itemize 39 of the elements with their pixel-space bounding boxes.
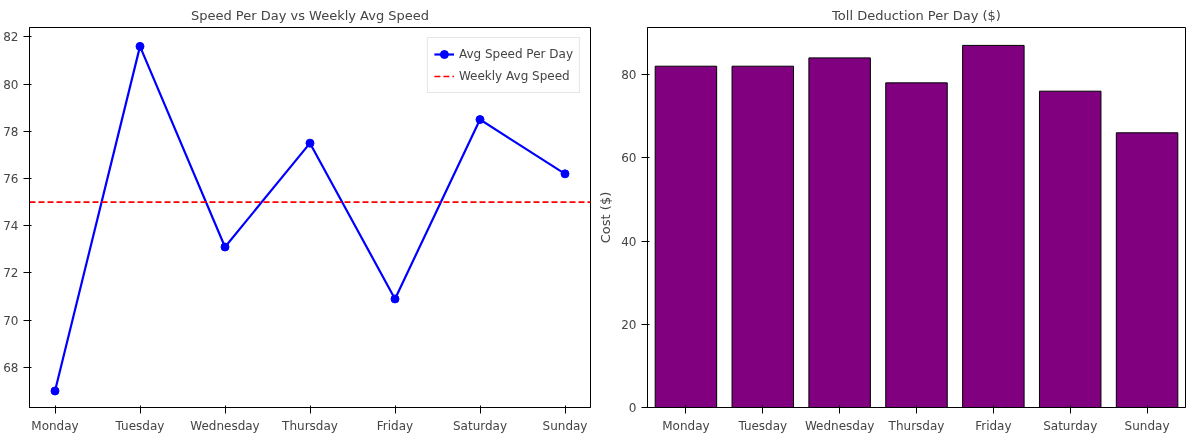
x-tick-label: Friday	[376, 418, 414, 433]
y-axis-title: Cost ($)	[598, 191, 614, 244]
y-tick-label: 72	[3, 266, 19, 281]
point	[220, 242, 230, 252]
chart-title: Speed Per Day vs Weekly Avg Speed	[190, 7, 430, 23]
x-tick-label: Tuesday	[737, 418, 788, 433]
x-tick-label: Wednesday	[190, 418, 260, 433]
x-tick-label: Tuesday	[114, 418, 165, 433]
legend-label: Avg Speed Per Day	[458, 47, 573, 61]
y-tick-label: 76	[3, 172, 19, 187]
point	[390, 294, 400, 304]
y-tick-label: 80	[3, 77, 19, 92]
x-tick-label: Sunday	[542, 418, 588, 433]
y-tick-label: 78	[3, 124, 19, 139]
point	[475, 115, 485, 125]
x-tick-label: Saturday	[452, 418, 508, 433]
y-tick-label: 60	[621, 151, 637, 166]
x-tick-label: Wednesday	[804, 418, 875, 433]
x-tick-label: Monday	[662, 418, 710, 433]
y-tick-label: 68	[3, 360, 19, 375]
point	[50, 386, 60, 396]
chart-title: Toll Deduction Per Day ($)	[831, 7, 1001, 23]
y-tick-label: 0	[628, 401, 637, 415]
legend-label: Weekly Avg Speed	[458, 69, 570, 83]
x-tick-label: Friday	[975, 418, 1012, 433]
x-tick-label: Thursday	[887, 418, 945, 433]
x-tick-label: Sunday	[1124, 418, 1170, 433]
y-tick-label: 40	[621, 234, 637, 249]
point	[305, 138, 315, 148]
y-tick-label: 70	[3, 313, 19, 328]
x-tick-label: Thursday	[281, 418, 338, 433]
y-tick-label: 74	[3, 219, 19, 234]
point	[560, 169, 570, 179]
x-tick-label: Monday	[31, 418, 79, 433]
y-tick-label: 80	[621, 68, 637, 83]
x-tick-label: Saturday	[1043, 418, 1098, 433]
y-tick-label: 82	[3, 30, 19, 45]
point	[135, 41, 145, 51]
y-tick-label: 20	[621, 317, 637, 332]
